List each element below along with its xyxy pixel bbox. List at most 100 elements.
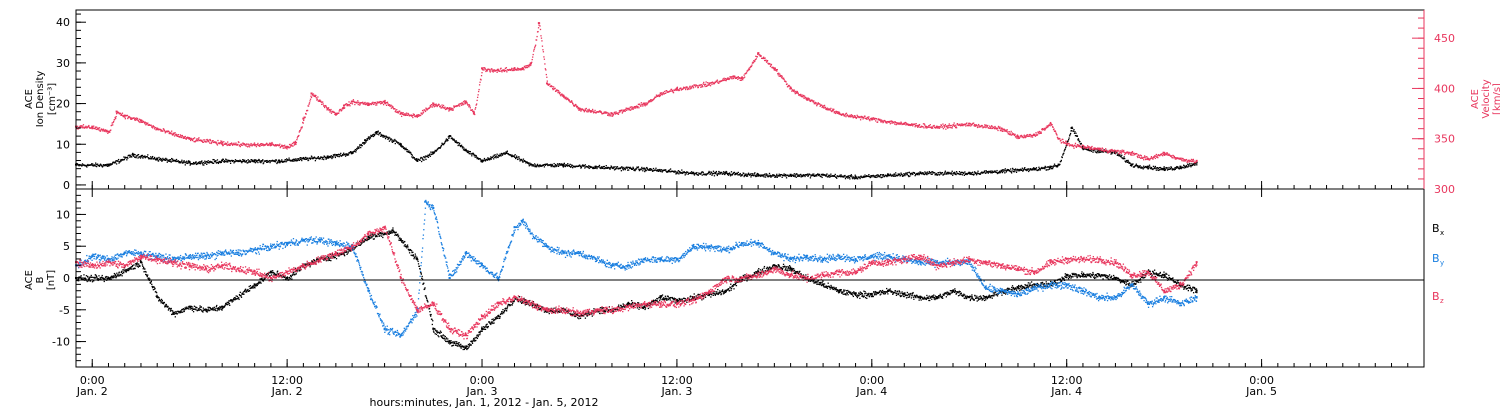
ion-density-sample <box>267 161 270 163</box>
velocity-sample <box>961 124 963 127</box>
velocity-sample <box>130 117 132 119</box>
ion-density-sample <box>1111 152 1113 155</box>
velocity-sample <box>635 107 637 109</box>
velocity-sample <box>183 137 185 139</box>
velocity-sample <box>159 128 162 131</box>
velocity-sample <box>433 106 435 108</box>
ion-density-sample <box>266 161 268 163</box>
ion-density-sample <box>484 160 487 162</box>
velocity-sample <box>243 144 245 146</box>
ion-density-point <box>1081 147 1084 150</box>
bx-sample <box>135 265 137 267</box>
velocity-sample <box>885 121 888 123</box>
velocity-sample <box>590 111 592 113</box>
velocity-sample <box>572 103 574 105</box>
ion-density-sample <box>107 164 109 167</box>
ion-density-sample <box>644 169 646 172</box>
velocity-sample <box>1093 148 1096 150</box>
bx-sample <box>87 278 90 280</box>
ion-density-sample <box>859 176 862 178</box>
ion-density-sample <box>885 175 888 177</box>
velocity-sample <box>196 138 199 140</box>
ion-density-point <box>1163 167 1166 170</box>
ion-density-sample <box>1037 169 1040 171</box>
velocity-sample <box>282 147 284 149</box>
ion-density-sample <box>909 172 911 175</box>
ion-density-sample <box>447 136 450 138</box>
velocity-sample <box>962 124 964 127</box>
velocity-sample <box>926 127 928 129</box>
velocity-sample <box>220 140 222 142</box>
velocity-sample <box>584 108 586 110</box>
ion-density-sample <box>358 146 360 148</box>
velocity-sample <box>247 143 250 145</box>
ion-density-sample <box>448 137 450 140</box>
velocity-sample <box>706 82 709 84</box>
velocity-sample <box>869 119 871 122</box>
velocity-sample <box>1122 150 1124 153</box>
velocity-sample <box>281 144 283 147</box>
ion-density-sample <box>205 160 207 163</box>
ion-density-sample <box>665 169 667 171</box>
ion-density-sample <box>904 173 907 175</box>
ion-density-sample <box>993 171 995 173</box>
velocity-sample <box>195 138 198 140</box>
velocity-sample <box>755 55 757 57</box>
velocity-sample <box>195 140 197 142</box>
ion-density-sample <box>291 159 294 161</box>
ion-density-sample <box>357 146 359 148</box>
bx-sample <box>119 275 121 277</box>
ion-density-sample <box>789 174 792 177</box>
velocity-sample <box>649 99 652 101</box>
ion-density-sample <box>317 156 319 158</box>
ion-density-sample <box>1176 165 1178 168</box>
ion-density-sample <box>274 159 276 162</box>
velocity-sample <box>615 111 617 113</box>
ion-density-sample <box>730 173 732 176</box>
velocity-sample <box>168 130 170 133</box>
ion-density-sample <box>1073 132 1076 134</box>
velocity-sample <box>333 111 336 114</box>
velocity-sample <box>1127 152 1129 154</box>
velocity-sample <box>828 108 831 110</box>
ion-density-sample <box>323 155 326 158</box>
ion-density-sample <box>373 133 375 135</box>
velocity-sample <box>688 86 691 88</box>
ion-density-sample <box>326 156 329 159</box>
velocity-sample <box>347 104 349 107</box>
ion-density-sample <box>439 147 441 149</box>
velocity-sample <box>500 70 503 72</box>
ion-density-sample <box>941 171 944 174</box>
velocity-sample <box>1184 160 1187 162</box>
velocity-sample <box>797 91 799 94</box>
velocity-sample <box>1025 136 1027 138</box>
velocity-sample <box>821 105 824 108</box>
ion-density-sample <box>349 151 351 154</box>
velocity-sample <box>854 116 856 118</box>
velocity-sample <box>571 101 573 103</box>
velocity-sample <box>367 103 369 106</box>
velocity-sample <box>310 96 313 99</box>
ion-density-sample <box>94 165 96 167</box>
ion-density-sample <box>158 156 160 159</box>
velocity-sample <box>392 106 394 108</box>
ion-density-sample <box>471 152 473 155</box>
ion-density-sample <box>119 161 121 163</box>
velocity-sample <box>625 107 627 109</box>
ion-density-sample <box>126 156 128 158</box>
velocity-sample <box>984 125 986 127</box>
velocity-sample <box>95 128 97 130</box>
ion-density-sample <box>1018 169 1021 171</box>
ion-density-sample <box>1154 166 1156 168</box>
velocity-sample <box>154 126 157 129</box>
velocity-sample <box>334 113 337 115</box>
ion-density-sample <box>1176 166 1178 169</box>
ion-density-sample <box>909 175 911 177</box>
ion-density-sample <box>881 174 883 176</box>
velocity-sample <box>583 111 585 113</box>
ion-density-sample <box>280 161 282 163</box>
ion-density-sample <box>473 153 475 155</box>
velocity-sample <box>1015 135 1017 137</box>
velocity-sample <box>170 132 172 135</box>
ion-density-sample <box>652 170 654 172</box>
